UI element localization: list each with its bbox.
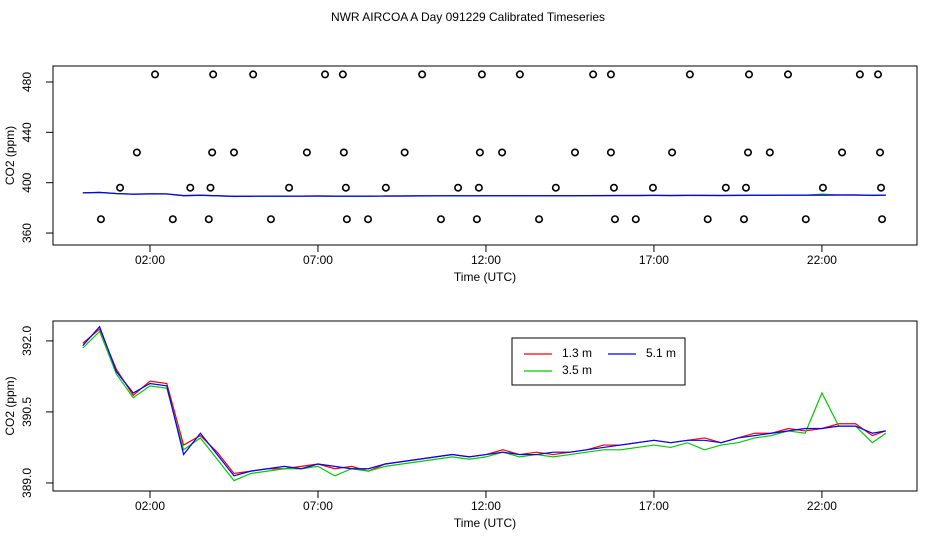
outlier-point bbox=[229, 148, 238, 157]
outlier-point bbox=[475, 148, 484, 157]
outlier-point bbox=[668, 148, 677, 157]
outlier-point bbox=[685, 70, 694, 79]
outlier-point bbox=[739, 215, 748, 224]
outlier-point bbox=[721, 183, 730, 192]
outlier-point bbox=[364, 215, 373, 224]
x-axis-label: Time (UTC) bbox=[454, 516, 516, 530]
y-axis-label: CO2 (ppm) bbox=[3, 126, 17, 185]
outlier-point bbox=[436, 215, 445, 224]
outlier-point bbox=[400, 148, 409, 157]
outlier-point bbox=[765, 148, 774, 157]
outlier-point bbox=[266, 215, 275, 224]
y-tick-label: 440 bbox=[20, 122, 34, 142]
outlier-point bbox=[606, 70, 615, 79]
x-tick-label: 07:00 bbox=[303, 253, 333, 267]
outlier-point bbox=[741, 183, 750, 192]
outlier-point bbox=[208, 148, 217, 157]
outlier-point bbox=[745, 70, 754, 79]
series-line bbox=[82, 325, 886, 477]
outlier-point bbox=[418, 70, 427, 79]
plot-frame bbox=[52, 65, 918, 246]
outlier-point bbox=[874, 70, 883, 79]
y-tick-label: 389.0 bbox=[20, 468, 34, 498]
legend-label: 5.1 m bbox=[646, 346, 676, 360]
outlier-point bbox=[338, 70, 347, 79]
outlier-point bbox=[648, 183, 657, 192]
y-axis-label: CO2 (ppm) bbox=[3, 376, 17, 435]
outlier-point bbox=[96, 215, 105, 224]
outlier-point bbox=[570, 148, 579, 157]
x-tick-label: 17:00 bbox=[639, 499, 669, 513]
x-tick-label: 02:00 bbox=[135, 253, 165, 267]
outlier-point bbox=[342, 215, 351, 224]
outlier-point bbox=[551, 183, 560, 192]
outlier-point bbox=[877, 183, 886, 192]
outlier-point bbox=[321, 70, 330, 79]
outlier-point bbox=[132, 148, 141, 157]
outlier-point bbox=[285, 183, 294, 192]
outlier-point bbox=[855, 70, 864, 79]
outlier-point bbox=[878, 215, 887, 224]
outlier-point bbox=[876, 148, 885, 157]
series-line bbox=[82, 191, 886, 197]
outlier-point bbox=[631, 215, 640, 224]
y-tick-label: 390.5 bbox=[20, 397, 34, 427]
outlier-point bbox=[498, 148, 507, 157]
outlier-point bbox=[801, 215, 810, 224]
outlier-point bbox=[535, 215, 544, 224]
y-tick-label: 480 bbox=[20, 72, 34, 92]
outlier-point bbox=[186, 183, 195, 192]
x-tick-label: 17:00 bbox=[639, 253, 669, 267]
outlier-point bbox=[168, 215, 177, 224]
outlier-point bbox=[454, 183, 463, 192]
legend-label: 1.3 m bbox=[562, 346, 592, 360]
y-tick-label: 360 bbox=[20, 223, 34, 243]
outlier-point bbox=[472, 215, 481, 224]
outlier-point bbox=[209, 70, 218, 79]
x-tick-label: 22:00 bbox=[807, 499, 837, 513]
outlier-point bbox=[302, 148, 311, 157]
plot-frame bbox=[52, 320, 918, 492]
outlier-point bbox=[477, 70, 486, 79]
outlier-point bbox=[151, 70, 160, 79]
chart-title: NWR AIRCOA A Day 091229 Calibrated Times… bbox=[331, 10, 605, 24]
outlier-point bbox=[341, 183, 350, 192]
legend-box bbox=[511, 337, 686, 386]
outlier-point bbox=[703, 215, 712, 224]
outlier-point bbox=[204, 215, 213, 224]
outlier-point bbox=[609, 183, 618, 192]
outlier-point bbox=[249, 70, 258, 79]
outlier-point bbox=[818, 183, 827, 192]
x-tick-label: 22:00 bbox=[807, 253, 837, 267]
outlier-point bbox=[744, 148, 753, 157]
outlier-point bbox=[838, 148, 847, 157]
x-tick-label: 12:00 bbox=[471, 499, 501, 513]
outlier-point bbox=[474, 183, 483, 192]
y-tick-label: 400 bbox=[20, 172, 34, 192]
outlier-point bbox=[339, 148, 348, 157]
outlier-point bbox=[606, 148, 615, 157]
outlier-point bbox=[381, 183, 390, 192]
x-tick-label: 07:00 bbox=[303, 499, 333, 513]
legend-label: 3.5 m bbox=[562, 363, 592, 377]
series-line bbox=[82, 330, 887, 482]
outlier-point bbox=[783, 70, 792, 79]
x-tick-label: 12:00 bbox=[471, 253, 501, 267]
outlier-point bbox=[589, 70, 598, 79]
outlier-point bbox=[610, 215, 619, 224]
y-tick-label: 392.0 bbox=[20, 326, 34, 356]
outlier-point bbox=[515, 70, 524, 79]
outlier-point bbox=[116, 183, 125, 192]
x-axis-label: Time (UTC) bbox=[454, 270, 516, 284]
outlier-point bbox=[206, 183, 215, 192]
x-tick-label: 02:00 bbox=[135, 499, 165, 513]
